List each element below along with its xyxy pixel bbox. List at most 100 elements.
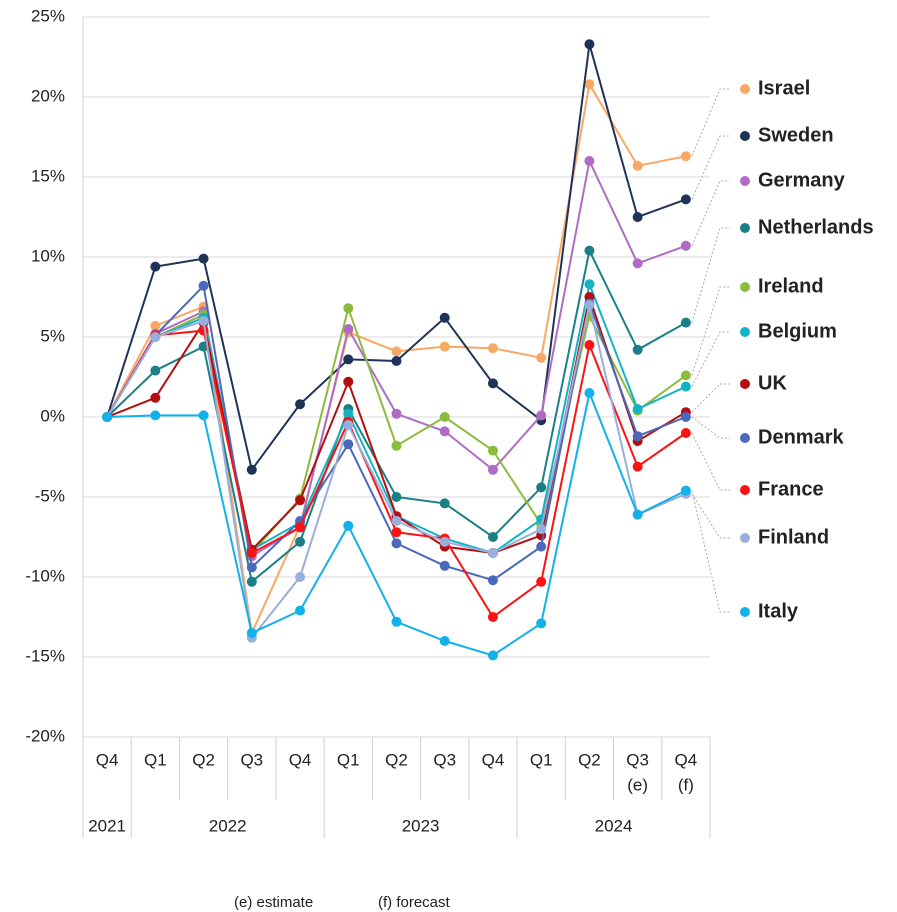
data-point [343, 376, 354, 387]
data-point [584, 245, 595, 256]
y-tick-label: 0% [40, 406, 65, 425]
leader-line [691, 383, 730, 413]
data-point [198, 410, 209, 421]
legend-marker [740, 327, 750, 337]
data-point [246, 464, 257, 475]
y-tick-label: 15% [31, 166, 65, 185]
data-point [150, 320, 161, 331]
data-point [487, 464, 498, 475]
data-point [536, 524, 547, 534]
legend-marker [740, 131, 750, 141]
legend-marker [740, 607, 750, 617]
year-label: 2022 [209, 816, 247, 835]
x-tick-label: Q4 [289, 750, 312, 769]
data-point [680, 485, 691, 496]
y-tick-label: -20% [25, 726, 65, 745]
data-point [680, 151, 691, 162]
y-tick-label: 25% [31, 6, 65, 25]
data-point [150, 261, 161, 272]
x-tick-note: (e) [627, 775, 648, 794]
year-label: 2024 [595, 816, 633, 835]
legend-marker [740, 485, 750, 495]
legend-label: France [758, 478, 824, 500]
legend-marker [740, 176, 750, 186]
data-point [295, 572, 306, 582]
data-point [150, 410, 161, 421]
data-point [198, 280, 209, 291]
x-tick-label: Q1 [337, 750, 360, 769]
data-point [439, 498, 450, 509]
leader-line [691, 416, 730, 439]
y-tick-label: -10% [25, 566, 65, 585]
data-point [439, 412, 450, 422]
y-tick-label: 20% [31, 86, 65, 105]
data-point [391, 440, 402, 451]
legend-marker [740, 223, 750, 233]
legend-marker [740, 379, 750, 389]
x-tick-label: Q4 [96, 750, 119, 769]
data-point [536, 352, 547, 363]
x-tick-label: Q1 [530, 750, 553, 769]
data-point [487, 548, 498, 558]
leader-line [691, 135, 730, 200]
data-point [150, 332, 161, 342]
data-point [680, 194, 691, 205]
data-point [632, 258, 643, 269]
leader-line [691, 493, 730, 539]
data-point [198, 316, 209, 326]
data-point [584, 156, 595, 166]
data-point [343, 408, 354, 419]
x-tick-label: Q2 [578, 750, 601, 769]
data-point [584, 300, 595, 310]
data-point [680, 317, 691, 328]
data-point [439, 426, 450, 437]
data-point [487, 650, 498, 661]
data-point [487, 575, 498, 586]
footnote: (e) estimate [234, 894, 313, 911]
data-point [584, 340, 595, 350]
data-point [343, 324, 354, 334]
leader-line [691, 432, 730, 491]
data-point [632, 212, 643, 222]
leader-line [691, 180, 730, 246]
data-point [343, 439, 354, 450]
data-point [391, 346, 402, 357]
data-point [391, 527, 402, 538]
data-point [632, 509, 643, 520]
legend-label: Denmark [758, 426, 844, 448]
leader-line [691, 331, 730, 387]
data-point [632, 461, 643, 472]
data-point [632, 404, 643, 414]
data-point [343, 420, 354, 430]
data-point [150, 392, 161, 403]
data-point [102, 412, 113, 422]
legend-label: Israel [758, 77, 810, 99]
legend-label: Belgium [758, 320, 837, 342]
legend-label: Germany [758, 169, 846, 191]
y-tick-label: -5% [35, 486, 65, 505]
data-point [584, 39, 595, 50]
data-point [391, 516, 402, 526]
legend-marker [740, 433, 750, 443]
data-point [536, 541, 547, 552]
data-point [150, 365, 161, 376]
legend-label: UK [758, 372, 787, 394]
data-point [439, 636, 450, 646]
data-point [198, 253, 209, 264]
data-point [391, 356, 402, 366]
y-tick-label: 5% [40, 326, 65, 345]
y-tick-label: 10% [31, 246, 65, 265]
data-point [439, 341, 450, 352]
data-point [295, 399, 306, 410]
data-point [343, 520, 354, 531]
data-point [632, 344, 643, 355]
data-point [680, 370, 691, 381]
data-point [584, 79, 595, 90]
data-point [487, 378, 498, 389]
data-point [391, 538, 402, 549]
x-tick-label: Q4 [482, 750, 505, 769]
data-point [487, 445, 498, 456]
data-point [487, 343, 498, 354]
x-tick-label: Q1 [144, 750, 167, 769]
